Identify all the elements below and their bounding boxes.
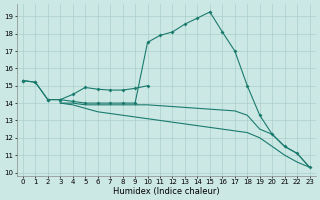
- X-axis label: Humidex (Indice chaleur): Humidex (Indice chaleur): [113, 187, 220, 196]
